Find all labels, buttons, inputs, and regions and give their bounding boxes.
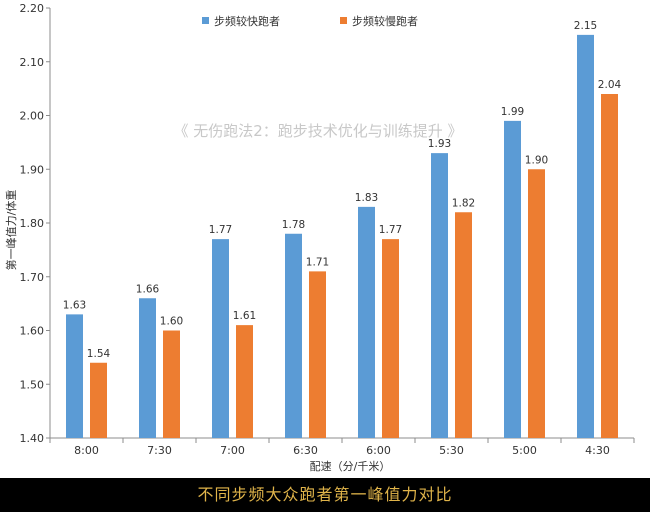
data-label: 2.15 <box>574 20 597 32</box>
watermark-text: 《 无伤跑法2：跑步技术优化与训练提升 》 <box>173 122 462 140</box>
data-label: 1.82 <box>452 197 475 209</box>
bar-series-2 <box>236 325 253 438</box>
y-tick-label: 1.90 <box>20 163 45 176</box>
bar-series-2 <box>309 271 326 438</box>
y-tick-label: 1.80 <box>20 217 45 230</box>
bar-series-1 <box>577 34 594 438</box>
data-label: 1.60 <box>160 316 183 328</box>
y-tick-label: 1.40 <box>20 432 45 445</box>
data-label: 1.77 <box>379 224 402 236</box>
bars-layer <box>66 34 618 438</box>
x-tick-label: 7:30 <box>147 444 172 457</box>
data-label: 1.63 <box>63 299 86 311</box>
data-label: 1.71 <box>306 256 329 268</box>
legend-label: 步频较快跑者 <box>214 14 280 28</box>
bar-series-2 <box>382 239 399 438</box>
bar-series-2 <box>90 362 107 438</box>
x-axis-title: 配速（分/千米） <box>310 460 391 473</box>
bar-series-1 <box>358 206 375 438</box>
bar-series-1 <box>285 233 302 438</box>
bar-series-2 <box>528 169 545 438</box>
bar-series-1 <box>504 120 521 438</box>
x-axis: 8:00 7:30 7:00 6:30 6:00 5:30 5:00 4:30 <box>49 437 635 457</box>
data-label: 1.99 <box>501 106 524 118</box>
legend-swatch <box>202 17 209 24</box>
data-label: 1.77 <box>209 224 232 236</box>
x-tick-label: 5:00 <box>512 444 537 457</box>
bar-series-2 <box>163 330 180 438</box>
data-label: 1.61 <box>233 310 256 322</box>
bar-series-1 <box>431 153 448 438</box>
x-tick-label: 6:00 <box>366 444 391 457</box>
data-label: 2.04 <box>598 79 622 91</box>
data-label: 1.78 <box>282 219 305 231</box>
y-tick-label: 1.60 <box>20 325 45 338</box>
bar-series-1 <box>66 314 83 438</box>
bar-series-1 <box>139 298 156 438</box>
data-label: 1.54 <box>87 348 111 360</box>
x-tick-label: 8:00 <box>74 444 99 457</box>
x-tick-label: 4:30 <box>585 444 610 457</box>
x-tick-label: 6:30 <box>293 444 318 457</box>
data-labels-layer: 1.63 1.66 1.77 1.78 1.83 1.93 1.99 2.15 1.54 1.60… <box>63 20 622 360</box>
y-tick-label: 2.00 <box>20 110 45 123</box>
chart-caption: 不同步频大众跑者第一峰值力对比 <box>0 478 650 512</box>
data-label: 1.83 <box>355 192 378 204</box>
data-label: 1.66 <box>136 283 160 295</box>
y-axis-title: 第一峰值力/体重 <box>4 190 18 271</box>
legend-swatch <box>340 17 347 24</box>
y-tick-label: 2.10 <box>20 56 45 69</box>
bar-series-1 <box>212 239 229 438</box>
bar-series-2 <box>455 212 472 438</box>
y-tick-label: 2.20 <box>20 2 45 15</box>
legend: 步频较快跑者 步频较慢跑者 <box>202 14 418 28</box>
x-tick-label: 5:30 <box>439 444 464 457</box>
bar-chart: 《 无伤跑法2：跑步技术优化与训练提升 》 1.401.501.601.701.… <box>4 2 635 473</box>
y-axis: 1.40 1.50 1.60 1.70 1.80 1.90 2.00 2.10 2.20 <box>20 2 51 445</box>
y-tick-label: 1.50 <box>20 378 45 391</box>
data-label: 1.93 <box>428 138 451 150</box>
bar-series-2 <box>601 94 618 438</box>
legend-label: 步频较慢跑者 <box>352 14 418 28</box>
y-tick-label: 1.70 <box>20 271 45 284</box>
x-tick-label: 7:00 <box>220 444 245 457</box>
data-label: 1.90 <box>525 154 548 166</box>
